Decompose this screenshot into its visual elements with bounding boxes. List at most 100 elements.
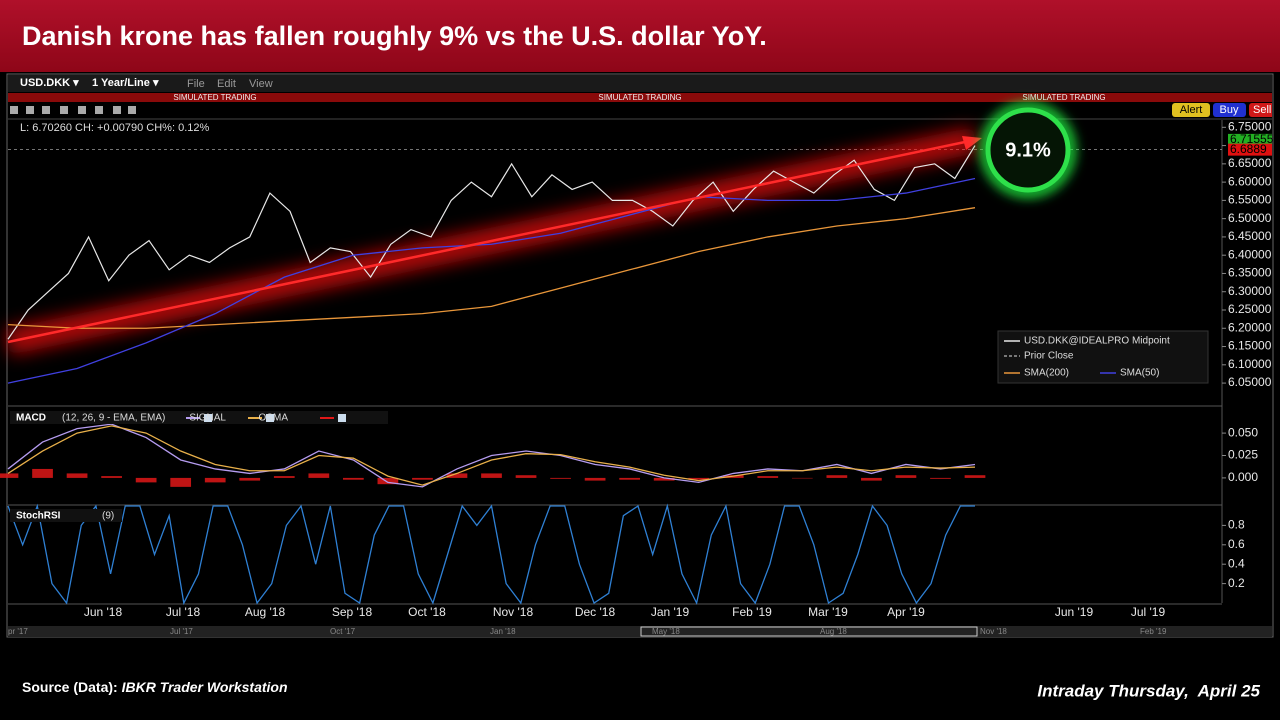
- y-tick-label: 6.60000: [1228, 174, 1272, 188]
- series-line: [7, 503, 975, 606]
- sell-button[interactable]: [1249, 103, 1280, 117]
- osma-bar: [135, 477, 157, 483]
- panel-title: MACD: [16, 413, 46, 424]
- osma-bar: [481, 473, 502, 478]
- icon[interactable]: [95, 106, 103, 114]
- x-tick-label: Jun '18: [84, 605, 123, 619]
- osma-bar: [204, 477, 226, 483]
- x-tick-label: Jul '18: [166, 605, 201, 619]
- y-tick-label: 6.35000: [1228, 266, 1272, 280]
- annotation-ring: [985, 107, 1071, 193]
- y-tick-label: 6.30000: [1228, 284, 1272, 298]
- osma-bar: [308, 473, 330, 478]
- source-label: Source (Data):: [22, 679, 118, 695]
- osma-bar: [757, 476, 779, 478]
- buy-button[interactable]: [1213, 103, 1246, 117]
- x-tick-label: Oct '18: [408, 605, 446, 619]
- y-tick-label: 6.05000: [1228, 375, 1272, 389]
- banner-text: SIMULATED TRADING: [598, 93, 681, 102]
- navigator-label: May '18: [652, 627, 680, 636]
- osma-bar: [515, 475, 537, 478]
- osma-bar: [653, 477, 675, 481]
- alert-label[interactable]: Alert: [1180, 104, 1203, 116]
- price-tag-label: 6.6889: [1230, 142, 1267, 156]
- icon[interactable]: [60, 106, 68, 114]
- footer-source: Source (Data): IBKR Trader Workstation: [22, 679, 288, 695]
- legend-check: [204, 414, 212, 422]
- price-tag: [1228, 143, 1272, 156]
- osma-bar: [826, 475, 848, 478]
- icon[interactable]: [113, 106, 121, 114]
- icon[interactable]: [128, 106, 136, 114]
- x-tick-label: Mar '19: [808, 605, 848, 619]
- y-tick-label: 6.25000: [1228, 302, 1272, 316]
- menu[interactable]: File: [187, 78, 205, 90]
- navigator-label: Nov '18: [980, 627, 1007, 636]
- x-tick-label: Feb '19: [732, 605, 772, 619]
- osma-bar: [446, 473, 468, 478]
- sim-banner: [8, 93, 1272, 102]
- x-tick-label: Jun '19: [1055, 605, 1094, 619]
- y-tick-label: 0.025: [1228, 448, 1258, 462]
- icon[interactable]: [26, 106, 34, 114]
- panel-legend-bg: [10, 509, 122, 522]
- y-tick-label: 6.15000: [1228, 339, 1272, 353]
- icon[interactable]: [10, 106, 18, 114]
- legend-label: SMA(200): [1024, 368, 1069, 379]
- y-tick-label: 0.2: [1228, 576, 1245, 590]
- legend-check: [338, 414, 346, 422]
- sell-label[interactable]: Sell: [1253, 104, 1271, 116]
- plots: 6.05000 6.10000 6.15000 6.20000 6.25000 6.300…: [0, 103, 1274, 637]
- navigator-window[interactable]: [640, 626, 978, 637]
- navigator-label: Oct '17: [330, 627, 356, 636]
- osma-bar: [170, 477, 192, 487]
- osma-bar: [342, 477, 364, 480]
- y-tick-label: 6.10000: [1228, 357, 1272, 371]
- y-tick-label: 0.000: [1228, 470, 1258, 484]
- source-name: IBKR Trader Workstation: [122, 679, 288, 695]
- y-tick-label: 6.20000: [1228, 320, 1272, 334]
- osma-bar: [377, 477, 399, 485]
- icon[interactable]: [78, 106, 86, 114]
- y-tick-label: 6.50000: [1228, 211, 1272, 225]
- panel-params: (9): [102, 511, 114, 522]
- price-tag-label: 6.71555: [1230, 132, 1274, 146]
- annotation: 9.1%: [1005, 139, 1051, 161]
- y-tick-label: 0.6: [1228, 537, 1245, 551]
- y-tick-label: 6.40000: [1228, 247, 1272, 261]
- trend-line: [7, 140, 966, 344]
- osma-bar: [964, 475, 986, 478]
- x-tick-label: Nov '18: [493, 605, 534, 619]
- osma-bar: [32, 468, 53, 478]
- legend-label: USD.DKK@IDEALPRO Midpoint: [1024, 336, 1170, 347]
- icon[interactable]: [42, 106, 50, 114]
- osma-bar: [550, 477, 571, 479]
- menu[interactable]: View: [249, 78, 273, 90]
- osma-bar: [239, 477, 261, 481]
- osma-bar: [688, 477, 710, 480]
- menu[interactable]: Edit: [217, 78, 236, 90]
- y-tick-label: 0.8: [1228, 518, 1245, 532]
- symbol[interactable]: USD.DKK ▾: [20, 77, 79, 89]
- y-tick-label: 6.45000: [1228, 229, 1272, 243]
- buy-label[interactable]: Buy: [1220, 104, 1239, 116]
- x-tick-label: Apr '19: [887, 605, 925, 619]
- sell-clip: Sell: [1249, 103, 1280, 117]
- banner-text: SIMULATED TRADING: [1022, 93, 1105, 102]
- banner-text: SIMULATED TRADING: [173, 93, 256, 102]
- y-tick-label: 6.65000: [1228, 156, 1272, 170]
- osma-bar: [0, 473, 19, 478]
- osma-bar: [619, 477, 641, 480]
- series-line: [7, 425, 976, 486]
- series-line: [7, 177, 976, 384]
- alert-button[interactable]: [1172, 103, 1210, 117]
- legend-label: SMA(50): [1120, 368, 1159, 379]
- period[interactable]: 1 Year/Line ▾: [92, 77, 159, 89]
- legend-label: Prior Close: [1024, 351, 1074, 362]
- navigator[interactable]: [8, 626, 1272, 637]
- osma-bar: [66, 473, 88, 478]
- toolbar: [8, 75, 1272, 92]
- series-line: [7, 207, 976, 329]
